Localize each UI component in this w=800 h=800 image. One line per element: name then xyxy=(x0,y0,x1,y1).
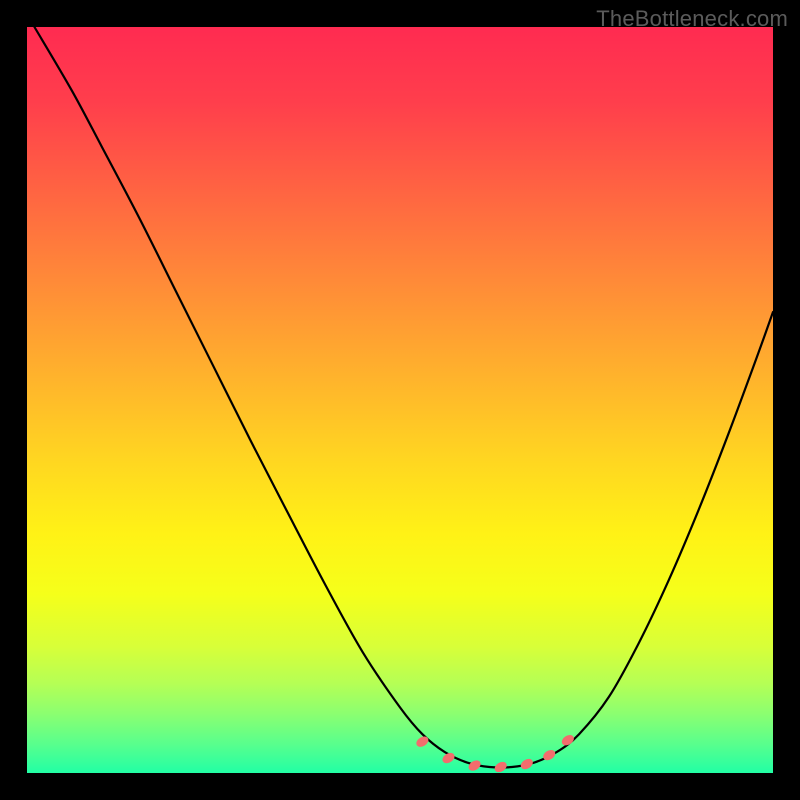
chart-svg xyxy=(0,0,800,800)
watermark-text: TheBottleneck.com xyxy=(596,6,788,32)
bottleneck-chart xyxy=(0,0,800,800)
gradient-background xyxy=(27,27,773,773)
